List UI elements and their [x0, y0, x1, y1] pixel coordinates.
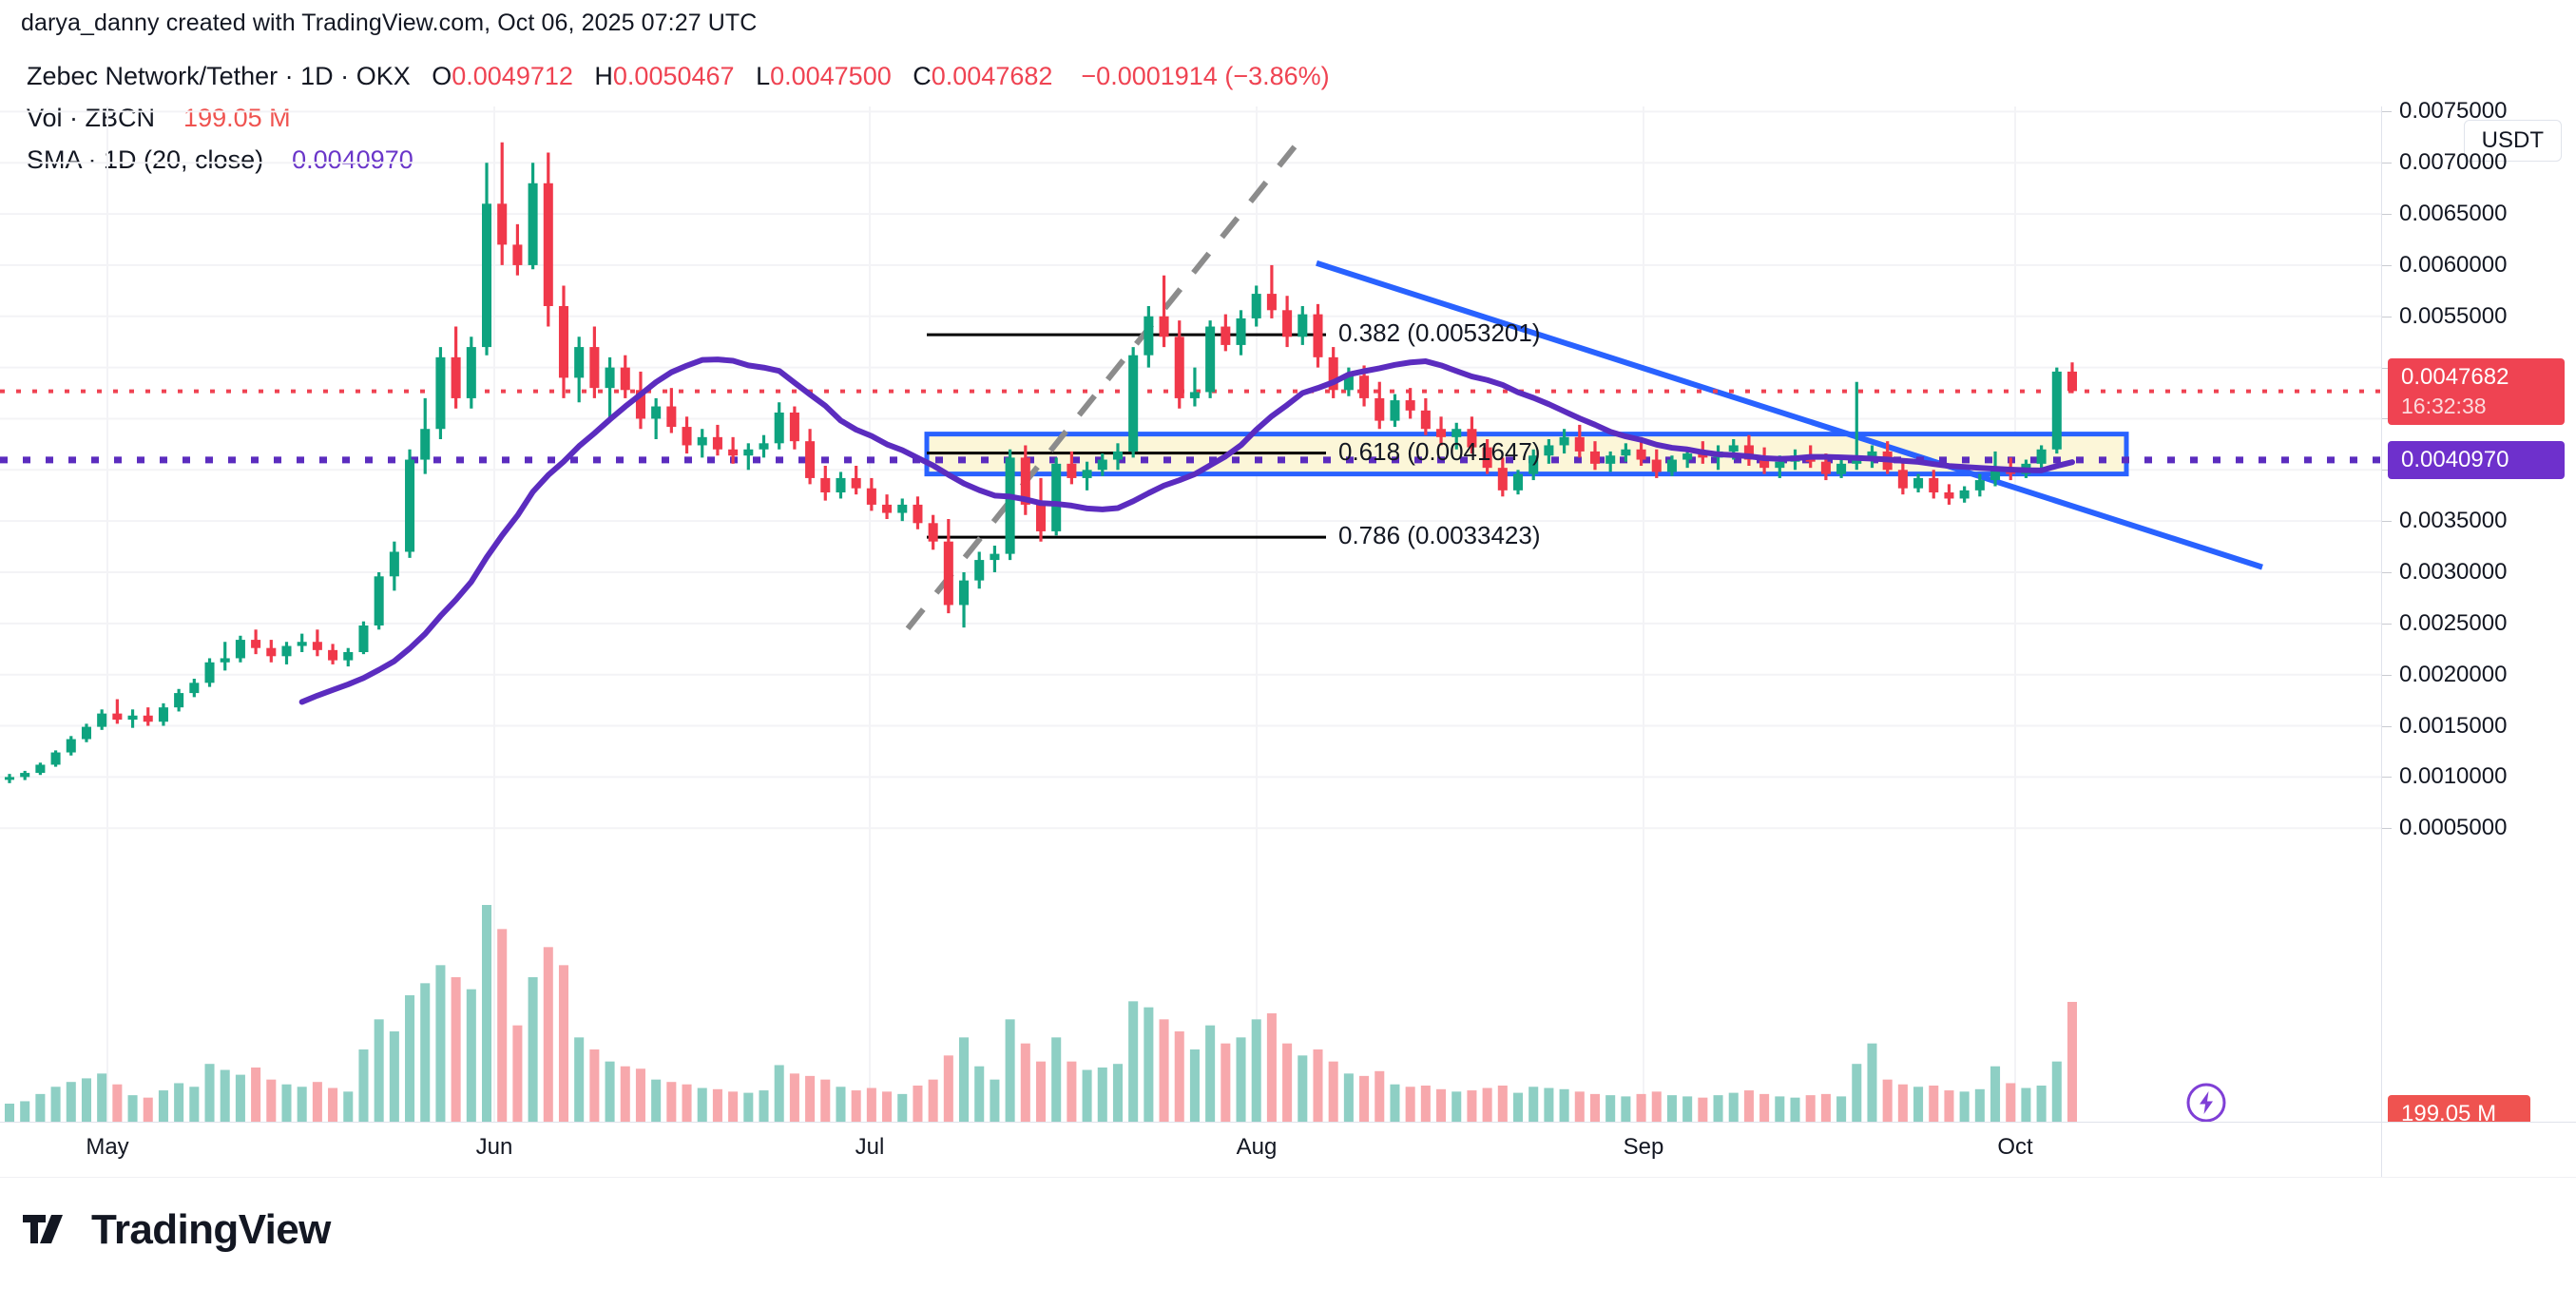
price-tick-mark-9	[2382, 572, 2392, 573]
exchange-label[interactable]: OKX	[356, 62, 411, 90]
symbol-name[interactable]: Zebec Network/Tether	[27, 62, 279, 90]
interval-label[interactable]: 1D	[300, 62, 334, 90]
sma-title: SMA · 1D (20, close)	[27, 145, 264, 174]
open-key: O	[432, 62, 452, 90]
price-tick-mark-10	[2382, 623, 2392, 625]
legend-row-symbol[interactable]: Zebec Network/Tether · 1D · OKX O0.00497…	[27, 59, 1330, 93]
month-label-sep: Sep	[1623, 1134, 1664, 1160]
month-label-jul: Jul	[855, 1134, 885, 1160]
price-tick-1: 0.0070000	[2399, 149, 2508, 176]
time-axis[interactable]: May Jun Jul Aug Sep Oct	[0, 1122, 2381, 1179]
legend-separator-2: ·	[340, 62, 350, 90]
volume-value: 199.05 M	[183, 104, 291, 132]
high-value: 0.0050467	[612, 62, 735, 90]
footer-bar: TradingView	[0, 1177, 2576, 1289]
price-tick-10: 0.0025000	[2399, 609, 2508, 636]
price-tick-0: 0.0075000	[2399, 98, 2508, 125]
fib-0786-label: 0.786 (0.0033423)	[1338, 521, 1541, 550]
price-tick-11: 0.0020000	[2399, 661, 2508, 687]
price-tick-4: 0.0055000	[2399, 302, 2508, 329]
legend-separator-1: ·	[284, 62, 294, 90]
tradingview-logo[interactable]: TradingView	[23, 1206, 331, 1254]
price-tick-mark-14	[2382, 828, 2392, 830]
price-tick-mark-13	[2382, 777, 2392, 779]
price-tick-mark-7	[2382, 470, 2392, 471]
low-key: L	[756, 62, 771, 90]
tradingview-wordmark: TradingView	[91, 1206, 331, 1253]
candlestick-svg	[0, 106, 2381, 1122]
price-tick-14: 0.0005000	[2399, 815, 2508, 841]
last-price-badge: 0.0047682 16:32:38	[2388, 357, 2565, 425]
change-percent: (−3.86%)	[1224, 62, 1330, 90]
fib-0618-label: 0.618 (0.0041647)	[1338, 436, 1541, 466]
price-tick-mark-6	[2382, 418, 2392, 420]
volume-title: Vol · ZBCN	[27, 104, 156, 132]
sma-badge-value: 0.0040970	[2401, 446, 2509, 472]
high-key: H	[594, 62, 613, 90]
price-tick-mark-5	[2382, 367, 2392, 369]
chart-legend: Zebec Network/Tether · 1D · OKX O0.00497…	[27, 59, 1330, 177]
open-value: 0.0049712	[452, 62, 573, 90]
axis-corner	[2381, 1122, 2576, 1178]
price-tick-13: 0.0010000	[2399, 763, 2508, 790]
price-axis[interactable]: USDT 0.0075000 0.0070000 0.0065000 0.006000…	[2381, 98, 2576, 1133]
fib-0382-label: 0.382 (0.0053201)	[1338, 318, 1541, 348]
close-key: C	[913, 62, 932, 90]
price-tick-mark-1	[2382, 163, 2392, 164]
countdown-timer: 16:32:38	[2401, 393, 2487, 418]
month-label-oct: Oct	[1997, 1134, 2033, 1160]
sma-price-badge: 0.0040970	[2388, 440, 2565, 479]
month-label-aug: Aug	[1236, 1134, 1278, 1160]
sma-value: 0.0040970	[292, 145, 413, 174]
last-price-badge-value: 0.0047682	[2401, 363, 2509, 390]
attribution-text: darya_danny created with TradingView.com…	[21, 10, 758, 36]
price-tick-mark-12	[2382, 725, 2392, 727]
lightning-bolt-icon[interactable]	[2184, 1081, 2228, 1129]
price-tick-8: 0.0035000	[2399, 508, 2508, 534]
price-tick-3: 0.0060000	[2399, 251, 2508, 278]
currency-badge[interactable]: USDT	[2463, 120, 2562, 162]
low-value: 0.0047500	[770, 62, 892, 90]
price-tick-12: 0.0015000	[2399, 712, 2508, 739]
price-tick-9: 0.0030000	[2399, 559, 2508, 585]
month-label-may: May	[86, 1134, 129, 1160]
price-tick-mark-3	[2382, 264, 2392, 266]
legend-row-sma[interactable]: SMA · 1D (20, close) 0.0040970	[27, 143, 1330, 177]
price-tick-2: 0.0065000	[2399, 201, 2508, 227]
tradingview-mark-icon	[23, 1215, 63, 1243]
change-absolute: −0.0001914	[1081, 62, 1218, 90]
close-value: 0.0047682	[931, 62, 1053, 90]
price-tick-mark-8	[2382, 521, 2392, 523]
price-tick-mark-11	[2382, 674, 2392, 676]
month-label-jun: Jun	[475, 1134, 513, 1160]
price-tick-mark-2	[2382, 214, 2392, 216]
price-chart-plot-area[interactable]	[0, 106, 2381, 1122]
price-tick-mark-0	[2382, 111, 2392, 113]
legend-row-volume[interactable]: Vol · ZBCN 199.05 M	[27, 101, 1330, 135]
